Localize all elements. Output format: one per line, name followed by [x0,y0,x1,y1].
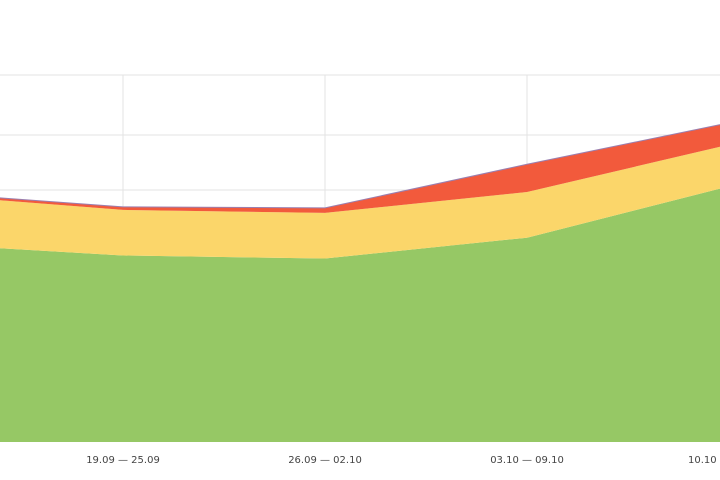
x-tick-label: 03.10 — 09.10 [490,455,564,466]
series-area-1 [0,188,720,442]
series-areas [0,124,720,442]
x-tick-label: 26.09 — 02.10 [288,455,362,466]
x-axis-ticks: 19.09 — 25.09 26.09 — 02.10 03.10 — 09.10 1… [86,455,716,466]
series-area-3 [0,124,720,213]
x-tick-label: 10.10 [688,455,717,466]
series-area-2 [0,146,720,259]
series-top-outline [0,124,720,209]
x-tick-label: 19.09 — 25.09 [86,455,160,466]
